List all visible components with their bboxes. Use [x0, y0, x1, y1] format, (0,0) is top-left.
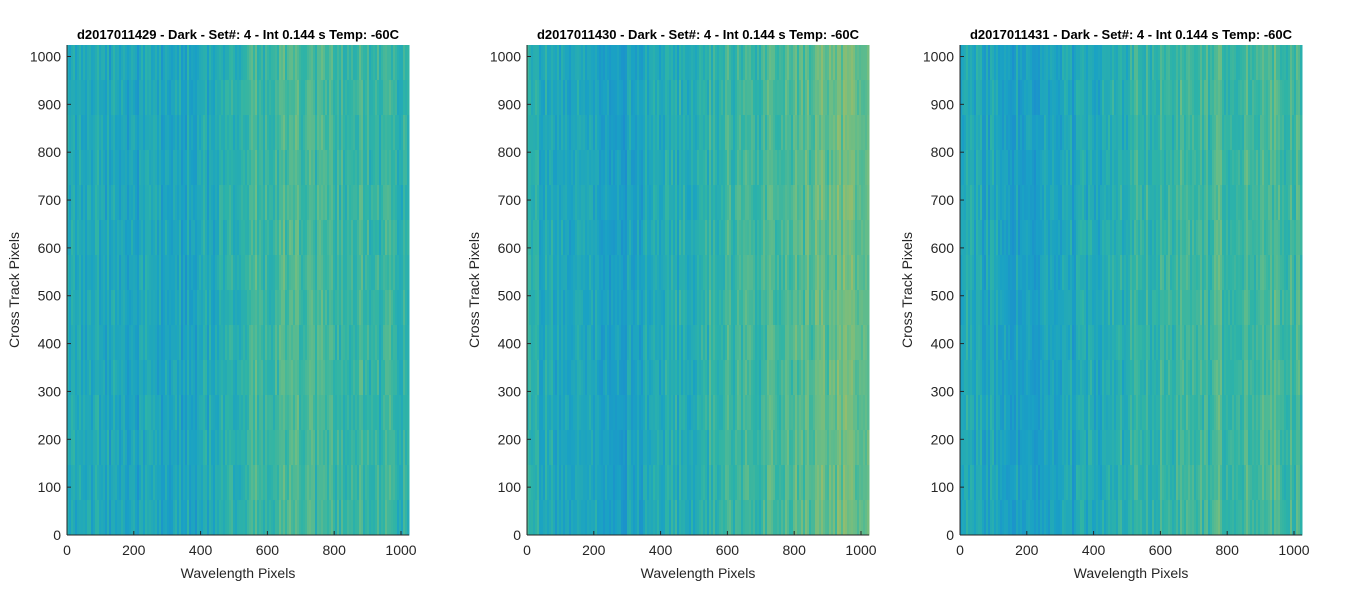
y-tick-label: 100	[498, 479, 522, 495]
y-tick-label: 0	[513, 527, 521, 543]
x-tick-label: 0	[63, 542, 71, 558]
y-axis-label: Cross Track Pixels	[899, 232, 915, 348]
heatmap-panel-3: 0 200 400 600 800 1000 0 100 200 300 400 500 600 700 8…	[899, 27, 1310, 581]
chart-title: d2017011430 - Dark - Set#: 4 - Int 0.144…	[537, 27, 860, 42]
y-tick-label: 100	[38, 479, 62, 495]
x-tick-label: 200	[582, 542, 606, 558]
x-tick-label: 800	[783, 542, 807, 558]
y-tick-label: 900	[498, 96, 522, 112]
y-axis-label: Cross Track Pixels	[466, 232, 482, 348]
y-tick-label: 400	[38, 336, 62, 352]
x-tick-label: 1000	[1278, 542, 1309, 558]
heatmap-image	[67, 45, 410, 536]
x-tick-label: 800	[323, 542, 347, 558]
heatmap-image	[960, 45, 1303, 536]
y-tick-label: 500	[498, 288, 522, 304]
x-axis-label: Wavelength Pixels	[181, 565, 296, 581]
x-tick-label: 0	[523, 542, 531, 558]
x-tick-label: 400	[649, 542, 673, 558]
y-tick-label: 200	[38, 431, 62, 447]
x-axis-label: Wavelength Pixels	[1074, 565, 1189, 581]
y-tick-label: 0	[946, 527, 954, 543]
y-tick-label: 300	[38, 383, 62, 399]
y-tick-label: 600	[931, 240, 955, 256]
x-tick-label: 600	[716, 542, 740, 558]
y-tick-label: 800	[498, 144, 522, 160]
y-tick-label: 200	[498, 431, 522, 447]
x-tick-label: 200	[122, 542, 146, 558]
y-tick-label: 700	[498, 192, 522, 208]
y-tick-label: 300	[498, 383, 522, 399]
y-tick-label: 800	[931, 144, 955, 160]
y-axis-label: Cross Track Pixels	[6, 232, 22, 348]
chart-title: d2017011429 - Dark - Set#: 4 - Int 0.144…	[77, 27, 400, 42]
x-tick-label: 400	[1082, 542, 1106, 558]
y-tick-label: 400	[498, 336, 522, 352]
y-tick-label: 500	[931, 288, 955, 304]
y-tick-label: 1000	[30, 48, 61, 64]
y-tick-label: 500	[38, 288, 62, 304]
y-tick-label: 600	[498, 240, 522, 256]
y-tick-label: 1000	[490, 48, 521, 64]
x-tick-label: 0	[956, 542, 964, 558]
y-tick-label: 1000	[923, 48, 954, 64]
x-tick-label: 200	[1015, 542, 1039, 558]
y-tick-label: 300	[931, 383, 955, 399]
heatmap-panel-1: 0 200 400 600 800 1000 0 100 200 300 400 500 600 700 8…	[6, 27, 417, 581]
y-tick-label: 200	[931, 431, 955, 447]
y-tick-label: 100	[931, 479, 955, 495]
y-tick-label: 700	[931, 192, 955, 208]
x-tick-label: 600	[256, 542, 280, 558]
y-tick-label: 900	[931, 96, 955, 112]
y-tick-label: 0	[53, 527, 61, 543]
x-tick-label: 400	[189, 542, 213, 558]
chart-title: d2017011431 - Dark - Set#: 4 - Int 0.144…	[970, 27, 1293, 42]
x-tick-label: 1000	[845, 542, 876, 558]
y-tick-label: 600	[38, 240, 62, 256]
y-tick-label: 700	[38, 192, 62, 208]
x-axis-label: Wavelength Pixels	[641, 565, 756, 581]
y-tick-label: 400	[931, 336, 955, 352]
x-tick-label: 800	[1216, 542, 1240, 558]
x-tick-label: 600	[1149, 542, 1173, 558]
panels: 0 200 400 600 800 100001002003004005006007008…	[6, 27, 1310, 581]
y-tick-label: 900	[38, 96, 62, 112]
heatmap-image	[527, 45, 870, 536]
x-tick-label: 1000	[385, 542, 416, 558]
heatmap-panel-2: 0 200 400 600 800 1000 0 100 200 300 400 500 600 700 8…	[466, 27, 877, 581]
y-tick-label: 800	[38, 144, 62, 160]
